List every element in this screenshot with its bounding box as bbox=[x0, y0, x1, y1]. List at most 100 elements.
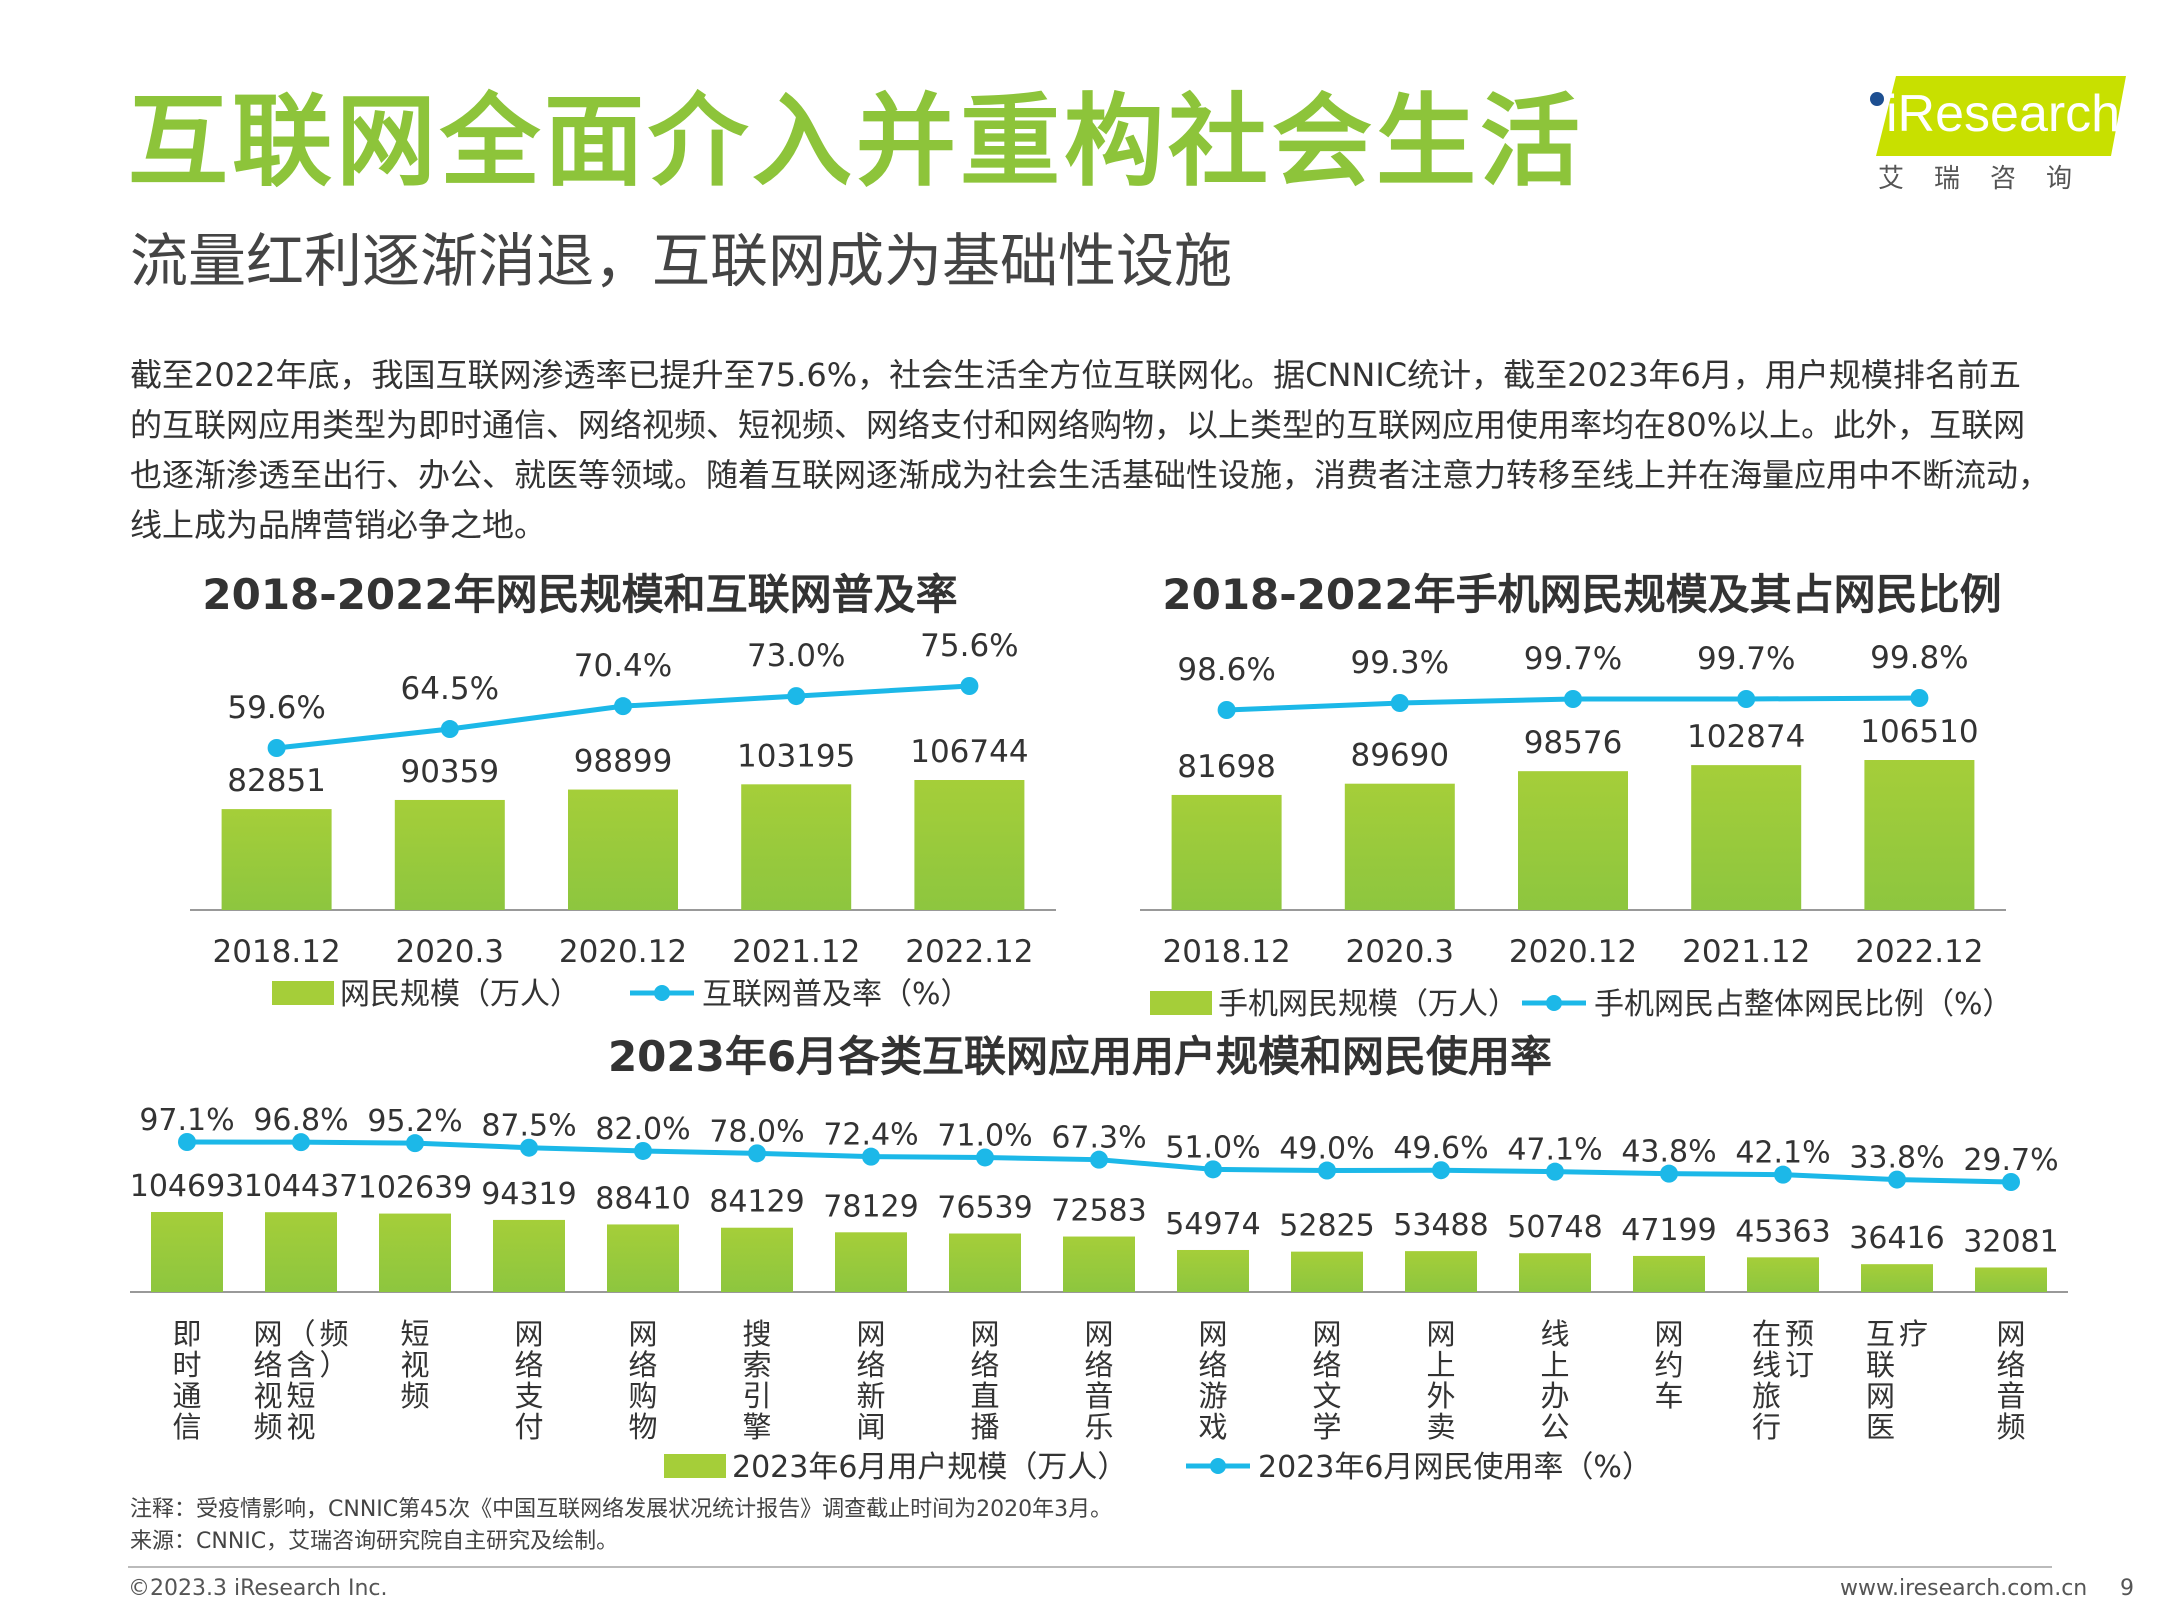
chart3-rate-point bbox=[292, 1133, 310, 1152]
chart3-rate-label: 67.3% bbox=[1051, 1121, 1146, 1156]
chart3-bar-value: 104437 bbox=[244, 1169, 359, 1204]
chart1-rate-point bbox=[267, 739, 286, 757]
chart3-legend-bar-swatch bbox=[664, 1454, 726, 1478]
chart1-category-label: 2018.12 bbox=[212, 934, 340, 970]
chart3-rate-point bbox=[520, 1138, 538, 1157]
svg-text:络: 络 bbox=[628, 1348, 657, 1382]
svg-text:频: 频 bbox=[1996, 1410, 2025, 1444]
svg-text:频: 频 bbox=[319, 1317, 348, 1351]
iresearch-logo: iResearch 艾瑞咨询 bbox=[1856, 60, 2126, 194]
svg-text:车: 车 bbox=[1654, 1379, 1683, 1413]
svg-text:网: 网 bbox=[1866, 1379, 1895, 1413]
chart3-rate-label: 49.6% bbox=[1393, 1131, 1488, 1166]
svg-text:络: 络 bbox=[1198, 1348, 1227, 1382]
svg-text:互: 互 bbox=[1866, 1317, 1895, 1351]
chart1-rate-label: 64.5% bbox=[401, 671, 499, 707]
chart2-legend-line-dot bbox=[1546, 995, 1562, 1011]
chart3-rate-label: 82.0% bbox=[595, 1112, 690, 1147]
chart1-title: 2018-2022年网民规模和互联网普及率 bbox=[202, 570, 958, 619]
svg-text:网: 网 bbox=[1426, 1317, 1455, 1351]
chart3-bar bbox=[835, 1232, 907, 1292]
svg-text:短: 短 bbox=[286, 1379, 315, 1413]
chart3-rate-point bbox=[1318, 1161, 1336, 1180]
chart3-rate-point bbox=[976, 1148, 994, 1167]
svg-text:支: 支 bbox=[514, 1379, 543, 1413]
chart3-bar bbox=[151, 1212, 223, 1292]
svg-text:直: 直 bbox=[970, 1379, 999, 1413]
chart3-category-label: 网约车 bbox=[1654, 1317, 1683, 1413]
chart3-bar bbox=[379, 1213, 451, 1292]
svg-text:（: （ bbox=[286, 1317, 315, 1351]
chart1-rate-point bbox=[960, 677, 979, 695]
chart3-rate-point bbox=[1888, 1170, 1906, 1189]
chart3-bar-value: 102639 bbox=[358, 1171, 473, 1206]
chart3-bar bbox=[1063, 1236, 1135, 1292]
footnote-note: 注释：受疫情影响，CNNIC第45次《中国互联网络发展状况统计报告》调查截止时间… bbox=[130, 1497, 1113, 1522]
chart1-rate-label: 59.6% bbox=[227, 690, 325, 726]
svg-text:上: 上 bbox=[1540, 1348, 1569, 1382]
svg-text:网: 网 bbox=[1312, 1317, 1341, 1351]
svg-text:游: 游 bbox=[1198, 1379, 1227, 1413]
svg-text:络: 络 bbox=[253, 1348, 282, 1382]
svg-text:线: 线 bbox=[1752, 1348, 1781, 1382]
svg-text:文: 文 bbox=[1312, 1379, 1341, 1413]
chart1-rate-label: 73.0% bbox=[747, 638, 845, 674]
svg-text:视: 视 bbox=[253, 1379, 282, 1413]
chart1-rate-label: 70.4% bbox=[574, 648, 672, 684]
chart3-rate-point bbox=[1660, 1164, 1678, 1183]
page-title: 互联网全面介入并重构社会生活 bbox=[128, 83, 1584, 200]
svg-text:视: 视 bbox=[400, 1348, 429, 1382]
svg-text:预: 预 bbox=[1785, 1317, 1814, 1351]
chart3-rate-label: 33.8% bbox=[1849, 1141, 1944, 1176]
chart1-category-label: 2020.12 bbox=[559, 934, 687, 970]
chart2-category-label: 2021.12 bbox=[1682, 934, 1810, 970]
svg-text:购: 购 bbox=[628, 1379, 657, 1413]
svg-text:乐: 乐 bbox=[1084, 1410, 1113, 1444]
logo-dot-icon bbox=[1870, 92, 1884, 106]
chart3-bar-value: 45363 bbox=[1735, 1214, 1830, 1249]
footnote-source: 来源：CNNIC，艾瑞咨询研究院自主研究及绘制。 bbox=[130, 1529, 619, 1554]
chart2-rate-label: 99.8% bbox=[1870, 640, 1968, 676]
svg-text:公: 公 bbox=[1540, 1410, 1569, 1444]
chart3-bar bbox=[1633, 1255, 1705, 1292]
svg-text:网: 网 bbox=[628, 1317, 657, 1351]
svg-text:短: 短 bbox=[400, 1317, 429, 1351]
svg-text:订: 订 bbox=[1785, 1348, 1814, 1382]
svg-text:外: 外 bbox=[1426, 1379, 1455, 1413]
chart2-bar-value: 102874 bbox=[1687, 719, 1805, 755]
svg-text:上: 上 bbox=[1426, 1348, 1455, 1382]
chart1-bar-value: 82851 bbox=[227, 763, 326, 799]
svg-text:搜: 搜 bbox=[742, 1317, 771, 1351]
chart3-bar bbox=[1405, 1251, 1477, 1292]
chart3-rate-point bbox=[634, 1141, 652, 1160]
chart3-rate-point bbox=[748, 1144, 766, 1163]
chart3-bar bbox=[1975, 1267, 2047, 1292]
chart1-bar bbox=[741, 784, 852, 910]
svg-text:视: 视 bbox=[286, 1410, 315, 1444]
chart3-rate-label: 97.1% bbox=[139, 1103, 234, 1138]
chart3-rate-point bbox=[1546, 1162, 1564, 1181]
chart3-bar bbox=[493, 1219, 565, 1292]
chart2-rate-label: 99.7% bbox=[1524, 641, 1622, 677]
svg-text:音: 音 bbox=[1084, 1379, 1113, 1413]
svg-text:学: 学 bbox=[1312, 1410, 1341, 1444]
chart3-bar-value: 94319 bbox=[481, 1177, 576, 1212]
chart1-rate-line bbox=[276, 683, 970, 751]
logo-mark bbox=[1876, 76, 2126, 156]
chart1-rate-point bbox=[614, 697, 632, 716]
chart1-rate-point bbox=[440, 720, 459, 739]
svg-text:播: 播 bbox=[970, 1410, 999, 1444]
chart2-bar bbox=[1864, 760, 1975, 910]
chart3-rate-label: 72.4% bbox=[823, 1118, 918, 1153]
svg-text:网: 网 bbox=[253, 1317, 282, 1351]
svg-text:付: 付 bbox=[514, 1410, 543, 1444]
chart3-bar bbox=[1747, 1257, 1819, 1292]
svg-text:通: 通 bbox=[172, 1379, 201, 1413]
chart3-bar-value: 52825 bbox=[1279, 1209, 1374, 1244]
svg-text:擎: 擎 bbox=[742, 1410, 771, 1444]
